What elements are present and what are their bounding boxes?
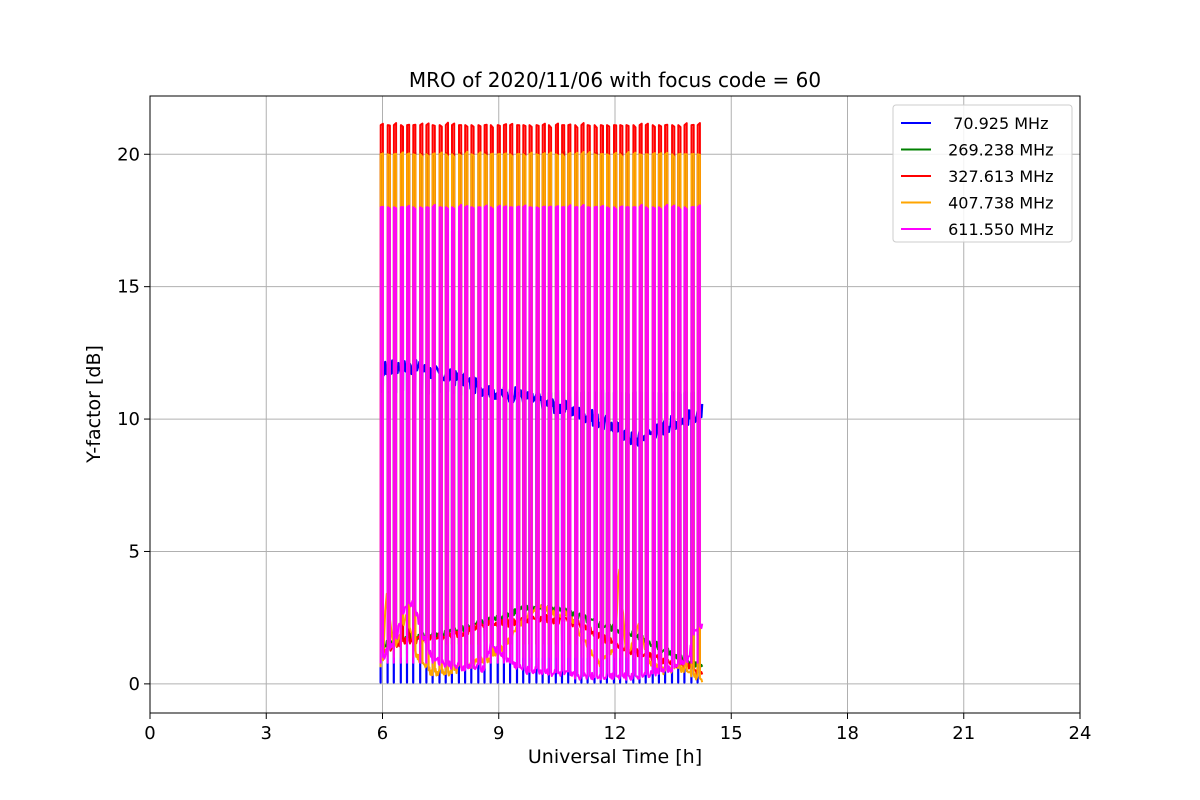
legend: 70.925 MHz 269.238 MHz 327.613 MHz 407.7…	[892, 104, 1073, 243]
legend-label-4: 611.550 MHz	[943, 220, 1054, 239]
legend-box	[892, 104, 1073, 243]
series-line-4	[379, 203, 704, 681]
x-tick-label-1: 3	[261, 723, 272, 744]
x-tick-label-7: 21	[952, 723, 975, 744]
x-tick-label-3: 9	[493, 723, 504, 744]
legend-label-2: 327.613 MHz	[943, 167, 1054, 186]
legend-label-0: 70.925 MHz	[943, 114, 1048, 133]
y-tick-label-1: 5	[129, 541, 140, 562]
x-tick-label-8: 24	[1069, 723, 1092, 744]
y-axis-ticks: 0 5 10 15 20	[117, 144, 150, 695]
x-tick-label-2: 6	[377, 723, 388, 744]
y-axis-label: Y-factor [dB]	[83, 345, 105, 464]
chart-title: MRO of 2020/11/06 with focus code = 60	[409, 68, 821, 92]
x-tick-label-4: 12	[604, 723, 627, 744]
legend-label-1: 269.238 MHz	[943, 141, 1054, 160]
legend-label-3: 407.738 MHz	[943, 194, 1054, 213]
y-tick-label-3: 15	[117, 277, 140, 298]
x-tick-label-0: 0	[144, 723, 155, 744]
y-tick-label-4: 20	[117, 144, 140, 165]
x-tick-label-6: 18	[836, 723, 859, 744]
x-tick-label-5: 15	[720, 723, 743, 744]
series-layer	[379, 121, 704, 684]
x-axis-label: Universal Time [h]	[528, 746, 702, 768]
x-axis-ticks: 0 3 6 9 12 15 18 21 24	[144, 713, 1091, 744]
y-tick-label-2: 10	[117, 409, 140, 430]
y-tick-label-0: 0	[129, 674, 140, 695]
